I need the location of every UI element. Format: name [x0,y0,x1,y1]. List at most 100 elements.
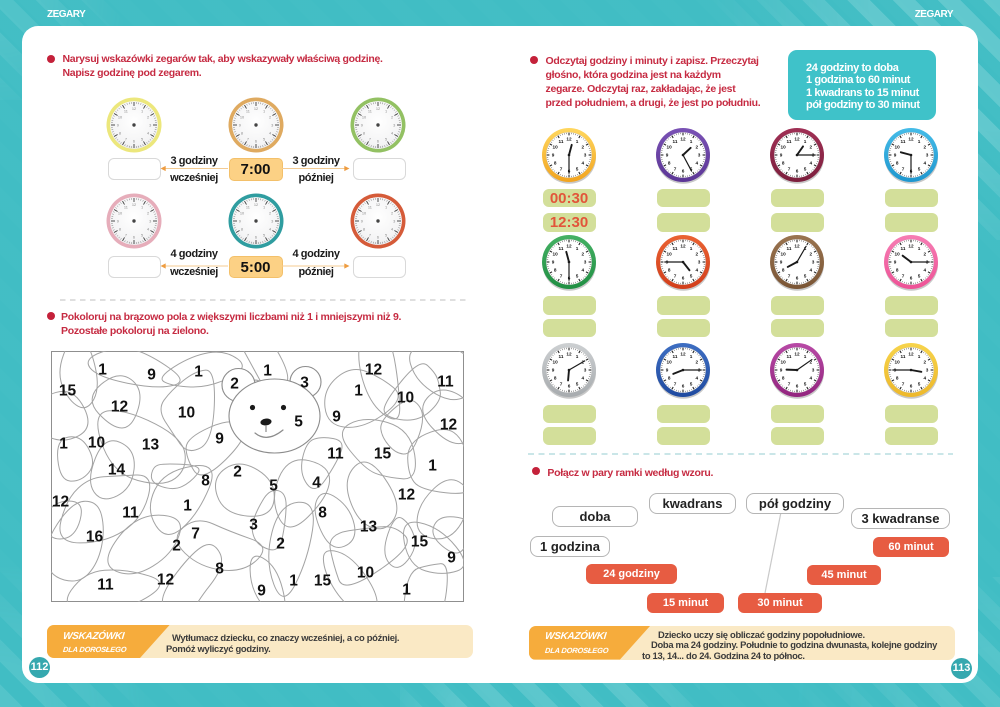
svg-text:1: 1 [289,573,298,590]
svg-text:7: 7 [369,232,371,237]
svg-text:6: 6 [133,139,135,144]
svg-text:4: 4 [147,131,150,136]
svg-text:8: 8 [554,161,557,166]
svg-text:2: 2 [269,114,271,119]
svg-text:3: 3 [271,122,273,127]
svg-text:4: 4 [696,161,699,166]
svg-text:1: 1 [263,108,265,113]
svg-text:4: 4 [924,376,927,381]
svg-text:12: 12 [132,106,136,111]
svg-text:12: 12 [566,137,572,142]
svg-text:11: 11 [787,139,792,144]
svg-text:5: 5 [576,382,579,387]
svg-text:2: 2 [810,252,813,257]
svg-text:10: 10 [240,114,245,119]
svg-text:6: 6 [133,235,135,240]
svg-text:11: 11 [559,139,564,144]
svg-text:7: 7 [902,382,905,387]
svg-text:8: 8 [668,161,671,166]
svg-text:4: 4 [269,131,272,136]
svg-text:9: 9 [780,260,783,265]
svg-text:2: 2 [233,464,242,481]
svg-text:5: 5 [576,167,579,172]
svg-text:1: 1 [804,139,807,144]
svg-text:5: 5 [690,274,693,279]
svg-text:1: 1 [141,108,143,113]
svg-text:12: 12 [794,352,800,357]
svg-text:7: 7 [560,274,563,279]
svg-text:6: 6 [255,235,257,240]
svg-text:5: 5 [385,136,387,141]
svg-text:8: 8 [782,376,785,381]
svg-text:8: 8 [363,227,365,232]
svg-text:15: 15 [313,573,331,590]
svg-text:5: 5 [576,274,579,279]
svg-text:3: 3 [698,260,701,265]
svg-text:8: 8 [318,505,327,522]
svg-text:4: 4 [696,376,699,381]
svg-text:7: 7 [674,274,677,279]
svg-text:8: 8 [201,473,210,490]
svg-text:11: 11 [673,354,678,359]
svg-text:12: 12 [51,494,68,511]
svg-text:1: 1 [98,362,107,379]
svg-text:6: 6 [910,384,913,389]
svg-text:3: 3 [698,153,701,158]
svg-text:4: 4 [582,268,585,273]
svg-text:5: 5 [690,167,693,172]
svg-text:1: 1 [354,383,363,400]
svg-text:2: 2 [269,210,271,215]
svg-text:4: 4 [582,161,585,166]
svg-text:15: 15 [410,534,428,551]
svg-text:12: 12 [908,244,914,249]
svg-text:3: 3 [584,153,587,158]
svg-text:9: 9 [552,260,555,265]
svg-text:4: 4 [924,268,927,273]
svg-text:11: 11 [122,505,139,522]
svg-text:11: 11 [559,246,564,251]
svg-text:10: 10 [118,210,123,215]
svg-text:9: 9 [894,153,897,158]
svg-text:7: 7 [125,232,127,237]
svg-text:15: 15 [58,383,76,400]
svg-text:2: 2 [391,210,393,215]
svg-text:10: 10 [781,252,787,257]
svg-text:6: 6 [796,276,799,281]
svg-text:3: 3 [584,260,587,265]
svg-text:1: 1 [690,354,693,359]
svg-text:6: 6 [910,276,913,281]
svg-text:9: 9 [780,153,783,158]
svg-text:12: 12 [156,572,173,589]
svg-text:2: 2 [391,114,393,119]
svg-text:11: 11 [437,374,454,391]
svg-text:13: 13 [141,437,159,454]
svg-text:10: 10 [240,210,245,215]
svg-text:2: 2 [924,360,927,365]
svg-text:5: 5 [141,136,143,141]
svg-text:10: 10 [356,565,373,582]
svg-text:1: 1 [402,582,411,599]
svg-text:11: 11 [97,577,114,594]
svg-text:10: 10 [781,360,787,365]
svg-text:3: 3 [149,122,151,127]
svg-text:8: 8 [896,376,899,381]
svg-text:2: 2 [696,145,699,150]
svg-text:12: 12 [132,202,136,207]
svg-text:12: 12 [364,362,381,379]
svg-text:4: 4 [810,268,813,273]
svg-text:2: 2 [147,114,149,119]
svg-text:2: 2 [924,252,927,257]
svg-text:1: 1 [263,204,265,209]
svg-text:9: 9 [552,153,555,158]
svg-text:6: 6 [255,139,257,144]
svg-text:11: 11 [901,354,906,359]
svg-text:5: 5 [918,167,921,172]
svg-text:5: 5 [294,414,303,431]
svg-text:2: 2 [924,145,927,150]
svg-text:8: 8 [119,131,121,136]
svg-text:3: 3 [300,375,309,392]
svg-text:11: 11 [673,246,678,251]
svg-text:1: 1 [804,354,807,359]
svg-text:10: 10 [553,145,559,150]
svg-text:12: 12 [254,106,258,111]
